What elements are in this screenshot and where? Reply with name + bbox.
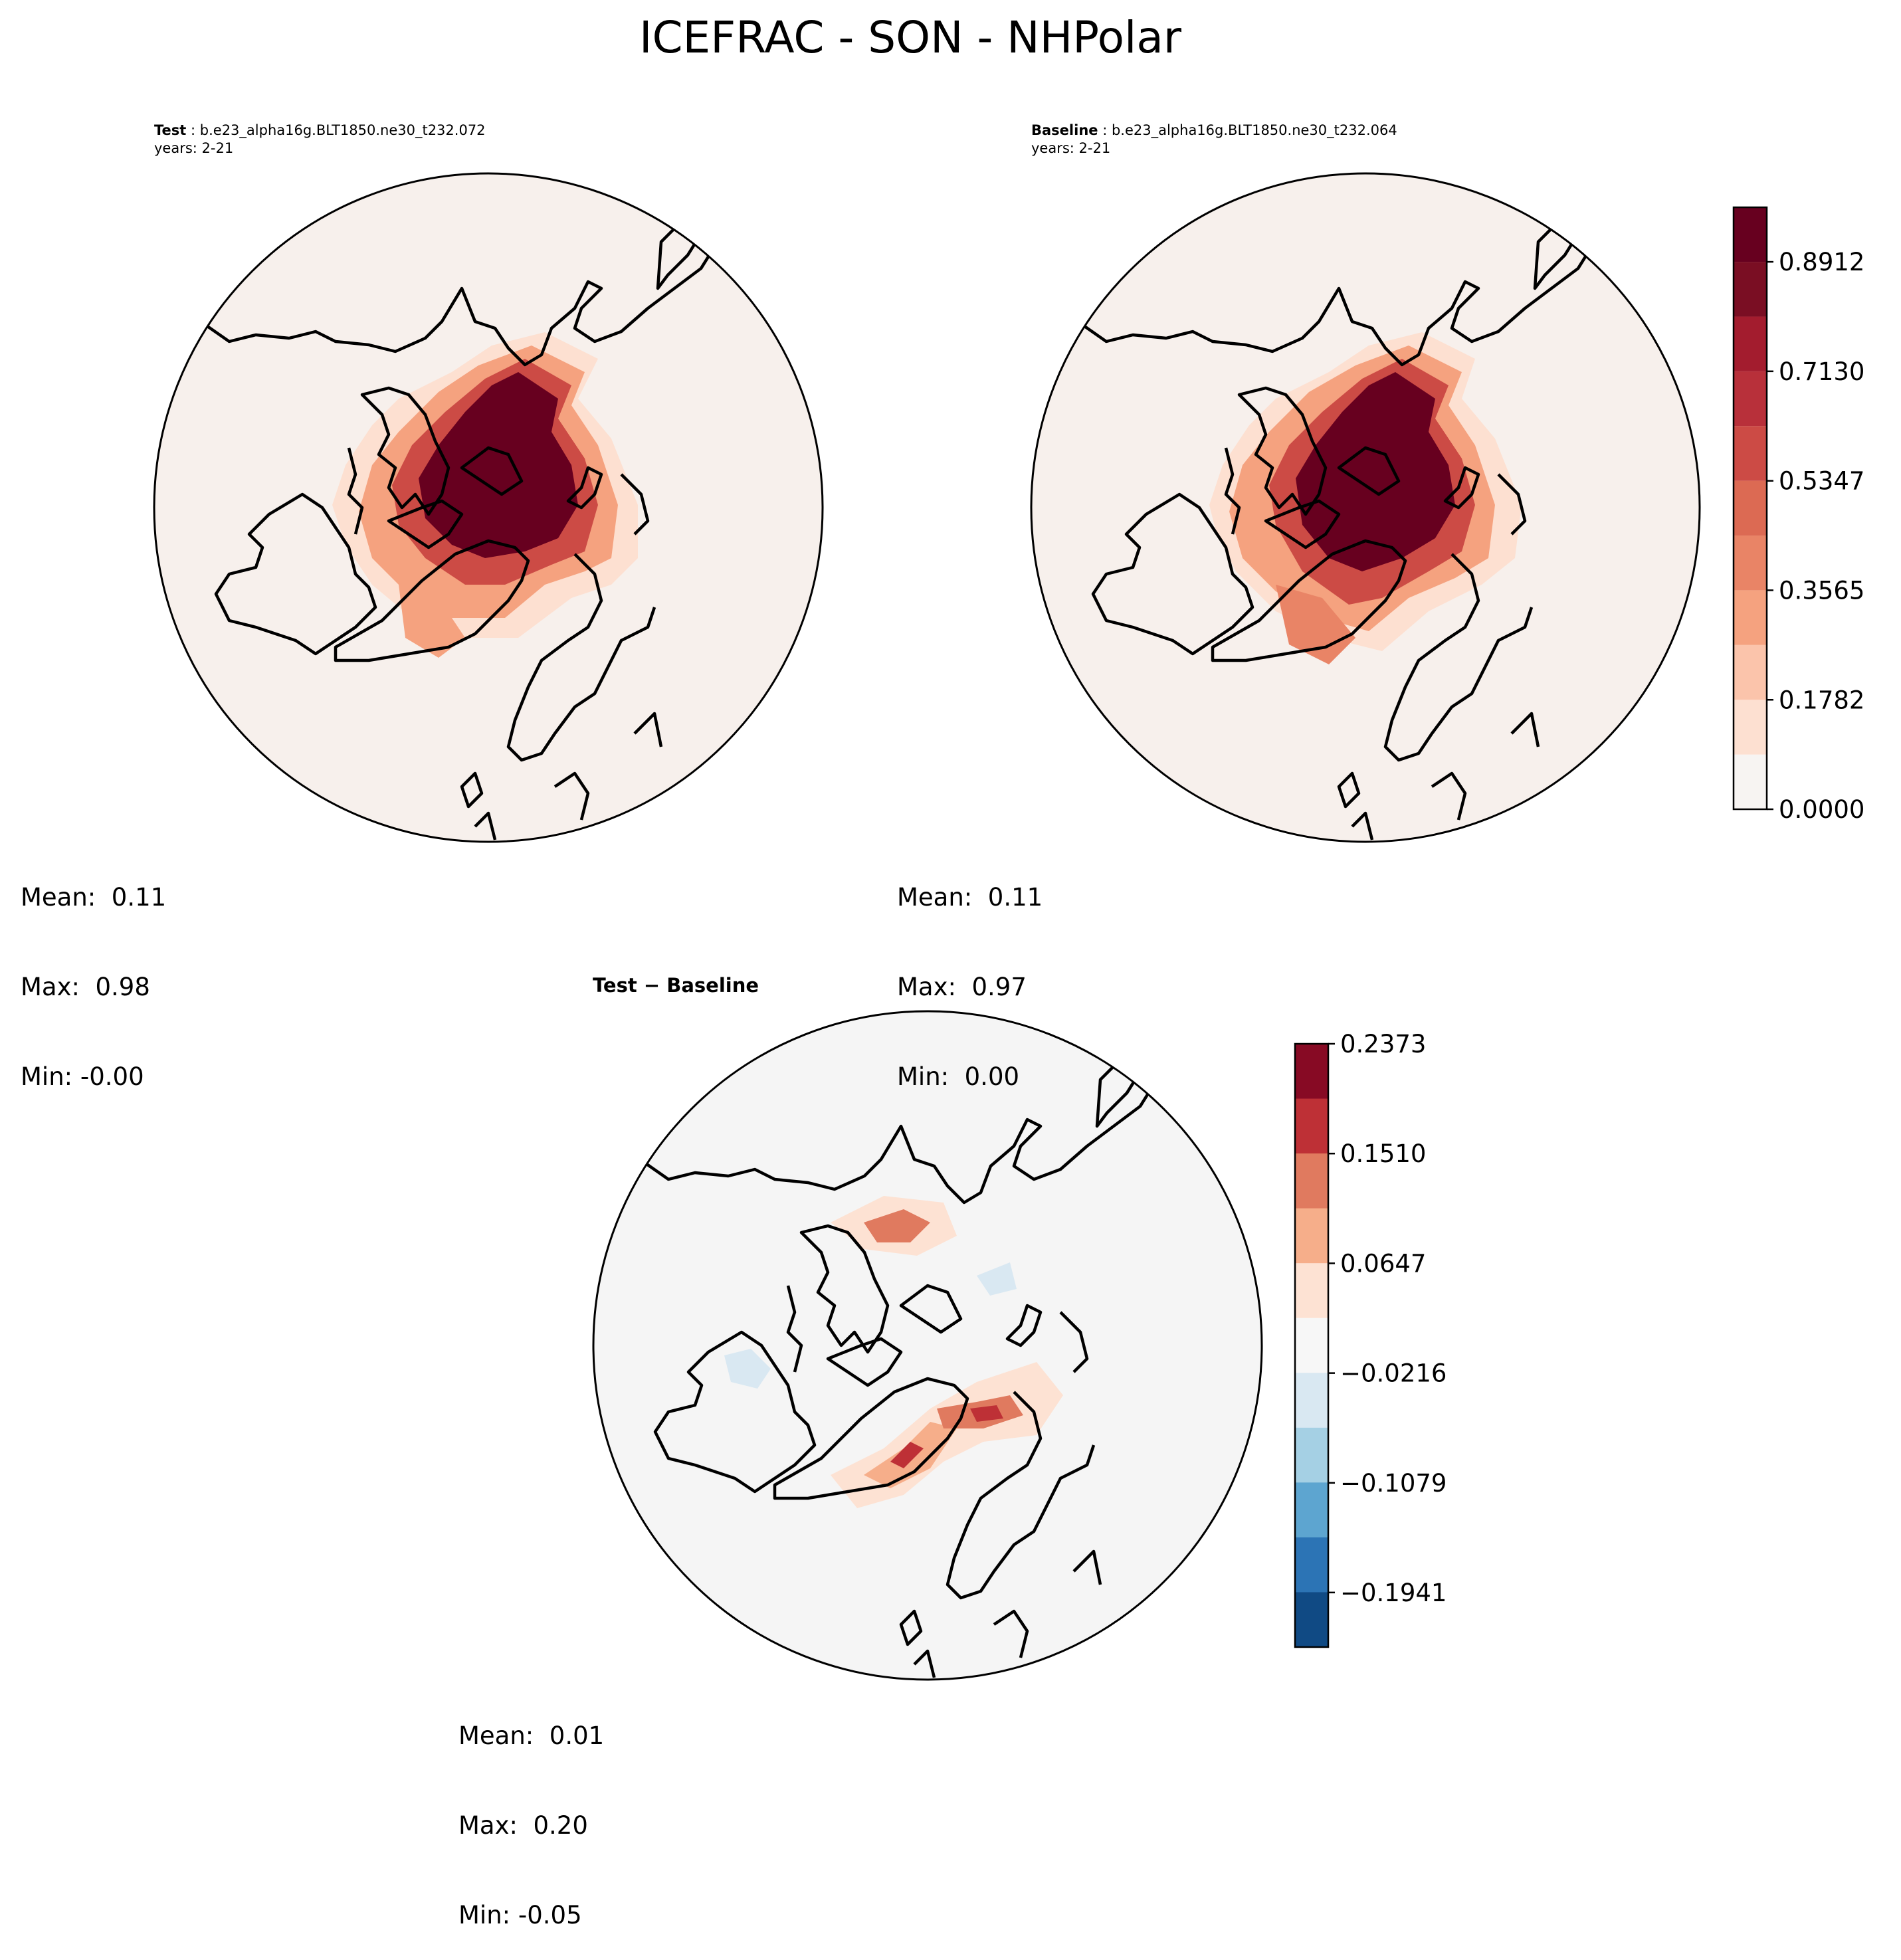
- baseline-min: Min: 0.00: [897, 1062, 1020, 1091]
- difference-panel-header: Test − Baseline: [593, 974, 759, 997]
- baseline-colon: :: [1098, 122, 1112, 138]
- difference-colorbar: 0.2373 0.1510 0.0647 −0.0216 −0.1079 −0.1941: [1294, 1030, 1447, 1648]
- test-min: Min: -0.00: [21, 1062, 144, 1091]
- difference-map-boundary: [592, 1010, 1263, 1681]
- colorbar-segment: [1734, 207, 1767, 262]
- colorbar-tick-label: 0.0000: [1779, 795, 1864, 824]
- difference-map-background: [593, 1011, 1262, 1680]
- colorbar-segment: [1734, 371, 1767, 427]
- test-map: [153, 172, 824, 843]
- colorbar-segment: [1295, 1592, 1328, 1648]
- colorbar-tick-label: 0.1510: [1340, 1139, 1426, 1168]
- difference-max: Max: 0.20: [458, 1811, 588, 1840]
- colorbar-tick-label: 0.2373: [1340, 1030, 1426, 1058]
- colorbar-segment: [1295, 1098, 1328, 1154]
- colorbar-segment: [1734, 536, 1767, 591]
- colorbar-tick-label: 0.1782: [1779, 686, 1864, 714]
- plot-canvas: 0.0000 0.1782 0.3565 0.5347 0.7130 0.8912 0.2…: [153, 172, 1864, 1681]
- colorbar-segment: [1734, 262, 1767, 317]
- figure-title: ICEFRAC - SON - NHPolar: [639, 12, 1181, 63]
- colorbar-tick-label: 0.7130: [1779, 357, 1864, 386]
- test-ice-field: [163, 202, 801, 840]
- colorbar-segment: [1734, 316, 1767, 371]
- colorbar-outline: [1294, 1042, 1330, 1648]
- test-label: Test: [154, 122, 187, 138]
- colorbar-segment: [1295, 1537, 1328, 1593]
- test-stats: Mean: 0.11 Max: 0.98 Min: -0.00: [21, 823, 166, 1122]
- colorbar-segment: [1734, 590, 1767, 645]
- colorbar-segment: [1295, 1427, 1328, 1483]
- colorbar-segment: [1295, 1373, 1328, 1428]
- colorbar-segment: [1734, 700, 1767, 755]
- baseline-map: [1030, 172, 1701, 843]
- baseline-years: years: 2-21: [1031, 140, 1111, 156]
- baseline-panel-header: Baseline : b.e23_alpha16g.BLT1850.ne30_t…: [1031, 122, 1397, 157]
- colorbar-segment: [1295, 1044, 1328, 1100]
- test-max: Max: 0.98: [21, 973, 150, 1001]
- colorbar-outline: [1732, 206, 1768, 811]
- baseline-ice-field: [1040, 202, 1678, 840]
- baseline-label: Baseline: [1031, 122, 1098, 138]
- colorbar-segment: [1295, 1153, 1328, 1209]
- colorbar-segment: [1295, 1263, 1328, 1319]
- colorbar-tick-label: −0.1941: [1340, 1579, 1447, 1607]
- colorbar-tick-label: 0.8912: [1779, 248, 1864, 276]
- colorbar-segment: [1295, 1318, 1328, 1373]
- test-panel-header: Test : b.e23_alpha16g.BLT1850.ne30_t232.…: [154, 122, 486, 157]
- colorbar-tick-label: −0.1079: [1340, 1469, 1447, 1498]
- colorbar-tick-label: 0.0647: [1340, 1249, 1426, 1278]
- test-years: years: 2-21: [154, 140, 234, 156]
- baseline-mean: Mean: 0.11: [897, 883, 1043, 912]
- baseline-map-boundary: [1030, 172, 1701, 843]
- colorbar-segment: [1734, 480, 1767, 536]
- difference-min: Min: -0.05: [458, 1901, 582, 1929]
- difference-map: [592, 1010, 1263, 1681]
- colorbar-segment: [1734, 644, 1767, 700]
- difference-mean: Mean: 0.01: [458, 1721, 605, 1750]
- colorbar-tick-label: 0.5347: [1779, 467, 1864, 496]
- test-colon: :: [186, 122, 200, 138]
- difference-stats: Mean: 0.01 Max: 0.20 Min: -0.05: [458, 1661, 604, 1960]
- test-map-boundary: [153, 172, 824, 843]
- colorbar-segment: [1295, 1208, 1328, 1264]
- baseline-case-name: b.e23_alpha16g.BLT1850.ne30_t232.064: [1111, 122, 1397, 138]
- baseline-stats: Mean: 0.11 Max: 0.97 Min: 0.00: [897, 823, 1043, 1122]
- difference-field: [602, 1040, 1240, 1678]
- test-mean: Mean: 0.11: [21, 883, 167, 912]
- colorbar-tick-label: −0.0216: [1340, 1359, 1447, 1388]
- colorbar-tick-label: 0.3565: [1779, 576, 1864, 605]
- baseline-max: Max: 0.97: [897, 973, 1027, 1001]
- colorbar-segment: [1734, 754, 1767, 809]
- colorbar-segment: [1734, 426, 1767, 481]
- test-case-name: b.e23_alpha16g.BLT1850.ne30_t232.072: [199, 122, 486, 138]
- colorbar-segment: [1295, 1482, 1328, 1538]
- absolute-colorbar: 0.0000 0.1782 0.3565 0.5347 0.7130 0.8912: [1732, 206, 1864, 824]
